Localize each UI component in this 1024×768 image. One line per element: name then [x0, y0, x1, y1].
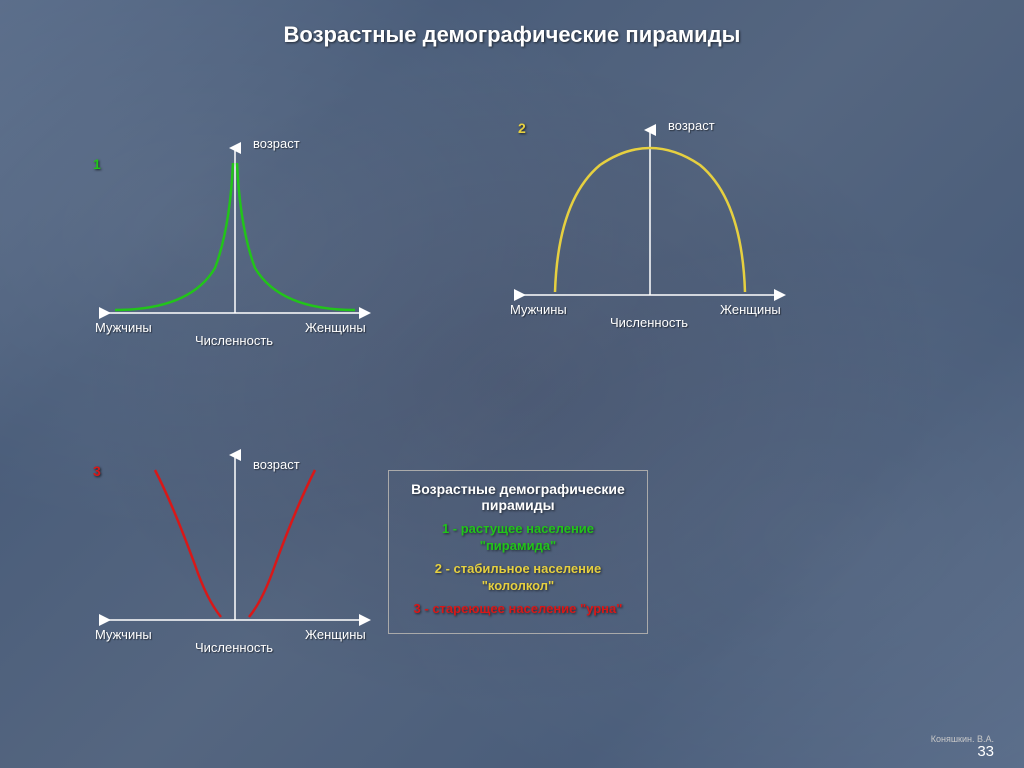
legend-item-1: 1 - растущее население "пирамида": [407, 521, 629, 555]
chart-2-count-label: Численность: [610, 315, 688, 330]
chart-3-women-label: Женщины: [305, 627, 366, 642]
legend-item-2: 2 - стабильное население "кололкол": [407, 561, 629, 595]
chart-2-svg: [510, 120, 790, 320]
chart-2-age-label: возраст: [668, 118, 715, 133]
chart-2: 2 возраст Мужчины Женщины Численность: [510, 120, 790, 340]
chart-1-svg: [95, 138, 375, 338]
chart-3-men-label: Мужчины: [95, 627, 152, 642]
chart-3-number: 3: [93, 463, 101, 479]
chart-3-svg: [95, 445, 375, 645]
chart-2-number: 2: [518, 120, 526, 136]
chart-1-women-label: Женщины: [305, 320, 366, 335]
footer-page: 33: [977, 743, 994, 760]
chart-2-women-label: Женщины: [720, 302, 781, 317]
page-title: Возрастные демографические пирамиды: [0, 22, 1024, 48]
chart-2-men-label: Мужчины: [510, 302, 567, 317]
legend-box: Возрастные демографические пирамиды 1 - …: [388, 470, 648, 634]
chart-3-age-label: возраст: [253, 457, 300, 472]
chart-1-men-label: Мужчины: [95, 320, 152, 335]
chart-3-count-label: Численность: [195, 640, 273, 655]
chart-1-age-label: возраст: [253, 136, 300, 151]
chart-1: 1 возраст Мужчины Женщины Численность: [95, 138, 375, 358]
chart-3: 3 возраст Мужчины Женщины Численность: [95, 445, 375, 665]
legend-title: Возрастные демографические пирамиды: [407, 481, 629, 513]
chart-1-number: 1: [93, 156, 101, 172]
chart-1-count-label: Численность: [195, 333, 273, 348]
legend-item-3: 3 - стареющее население "урна": [407, 601, 629, 618]
